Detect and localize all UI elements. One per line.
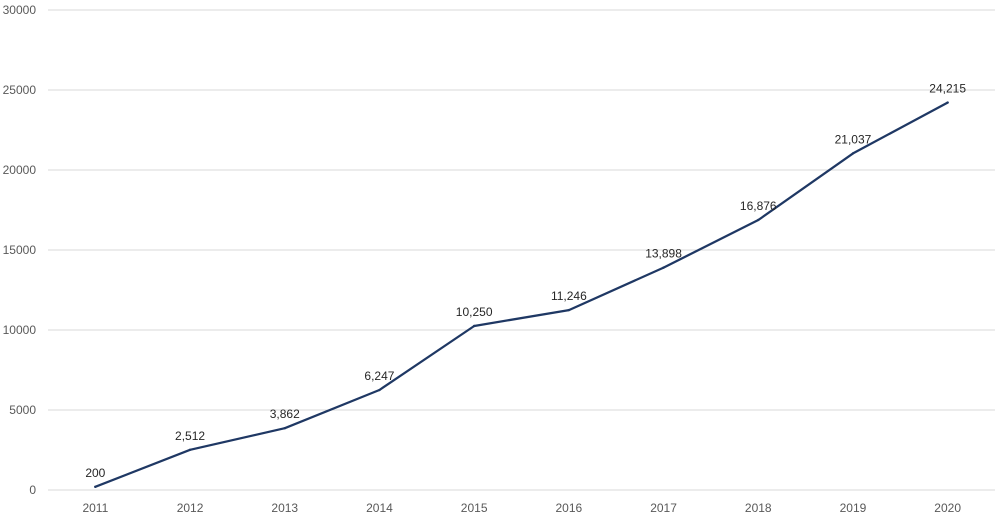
data-point <box>94 485 97 488</box>
y-tick-label: 20000 <box>3 163 37 177</box>
x-tick-label: 2019 <box>840 501 867 515</box>
data-label: 24,215 <box>929 82 966 96</box>
data-labels: 200 2,512 3,862 6,247 10,250 11,246 13,898 16,8… <box>85 82 966 480</box>
x-tick-label: 2017 <box>650 501 677 515</box>
data-point <box>378 388 381 392</box>
x-tick-label: 2020 <box>934 501 961 515</box>
data-label: 13,898 <box>645 247 682 261</box>
data-label: 21,037 <box>835 132 872 146</box>
data-point <box>283 427 286 430</box>
data-point <box>188 448 192 452</box>
x-tick-label: 2015 <box>461 501 488 515</box>
x-tick-label: 2018 <box>745 501 772 515</box>
data-point <box>946 101 949 104</box>
x-tick-label: 2016 <box>555 501 582 515</box>
data-label: 10,250 <box>456 305 493 319</box>
data-point <box>757 218 760 222</box>
x-tick-label: 2011 <box>82 501 108 515</box>
data-label: 3,862 <box>270 407 300 421</box>
data-point <box>567 308 571 312</box>
data-label: 2,512 <box>175 429 205 443</box>
gridlines <box>48 9 995 491</box>
data-label: 11,246 <box>551 289 587 303</box>
y-tick-label: 10000 <box>3 323 37 337</box>
data-point <box>472 324 476 328</box>
y-tick-label: 15000 <box>3 243 37 257</box>
data-point <box>851 152 855 155</box>
data-point <box>662 266 665 269</box>
x-tick-label: 2013 <box>271 501 298 515</box>
y-tick-label: 0 <box>29 483 36 497</box>
x-tick-label: 2012 <box>177 501 204 515</box>
data-label: 200 <box>85 466 105 480</box>
series-layer <box>94 101 949 488</box>
data-label: 6,247 <box>364 369 394 383</box>
y-tick-label: 30000 <box>3 3 37 17</box>
y-tick-label: 5000 <box>9 403 36 417</box>
data-label: 16,876 <box>740 199 777 213</box>
x-tick-label: 2014 <box>366 501 393 515</box>
x-axis-tick-labels: 2011 2012 2013 2014 2015 2016 2017 2018 2019 2020 <box>82 501 961 515</box>
series-line <box>94 101 949 488</box>
y-tick-label: 25000 <box>3 83 37 97</box>
y-axis-tick-labels: 0 5000 10000 15000 20000 25000 30000 <box>3 3 37 497</box>
